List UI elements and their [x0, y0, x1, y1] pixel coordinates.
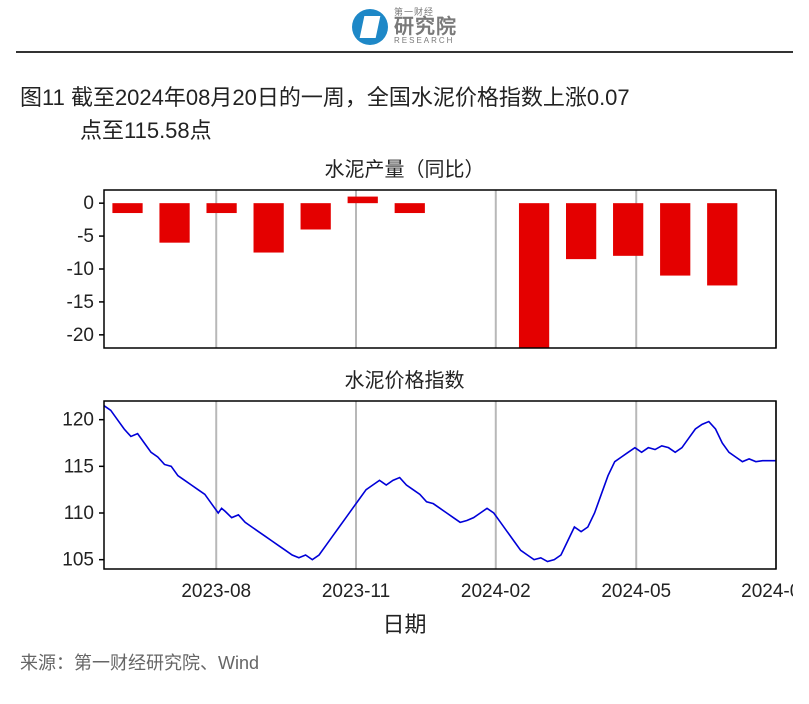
panel2-title: 水泥价格指数: [16, 364, 793, 393]
x-axis: 2023-08 2023-11 2024-02 2024-05 2024-08: [16, 575, 793, 605]
logo: 第一财经 研究院 RESEARCH: [352, 8, 457, 45]
header: 第一财经 研究院 RESEARCH: [0, 0, 809, 45]
svg-text:-5: -5: [77, 226, 94, 247]
logo-icon: [352, 9, 388, 45]
caption-line2: 点至115.58点: [20, 114, 789, 147]
bar-chart: 0 -5 -10 -15 -20: [16, 184, 793, 354]
header-rule: [16, 51, 793, 53]
logo-sub: RESEARCH: [394, 37, 457, 45]
panel1-title: 水泥产量（同比）: [16, 153, 793, 182]
svg-text:-20: -20: [67, 325, 94, 346]
svg-text:2024-08: 2024-08: [741, 581, 793, 602]
svg-text:110: 110: [64, 503, 94, 524]
svg-text:120: 120: [62, 410, 94, 431]
svg-text:0: 0: [83, 193, 94, 214]
svg-text:2024-05: 2024-05: [601, 581, 671, 602]
figure-caption: 图11 截至2024年08月20日的一周，全国水泥价格指数上涨0.07 点至11…: [20, 81, 789, 147]
caption-line1: 图11 截至2024年08月20日的一周，全国水泥价格指数上涨0.07: [20, 85, 630, 110]
logo-text: 第一财经 研究院 RESEARCH: [394, 8, 457, 45]
chart-area: 水泥产量（同比） 0 -5 -10 -15 -20 水泥价格指数 105 110 115 12…: [16, 153, 793, 639]
svg-text:2023-08: 2023-08: [181, 581, 251, 602]
svg-text:105: 105: [62, 550, 94, 571]
svg-text:2024-02: 2024-02: [461, 581, 531, 602]
logo-main: 研究院: [394, 17, 457, 37]
svg-text:115: 115: [64, 456, 94, 477]
svg-text:-15: -15: [67, 292, 94, 313]
svg-text:-10: -10: [67, 259, 94, 280]
source-text: 来源：第一财经研究院、Wind: [20, 649, 789, 675]
line-chart: 105 110 115 120: [16, 395, 793, 575]
x-axis-title: 日期: [16, 607, 793, 639]
svg-text:2023-11: 2023-11: [322, 581, 390, 602]
